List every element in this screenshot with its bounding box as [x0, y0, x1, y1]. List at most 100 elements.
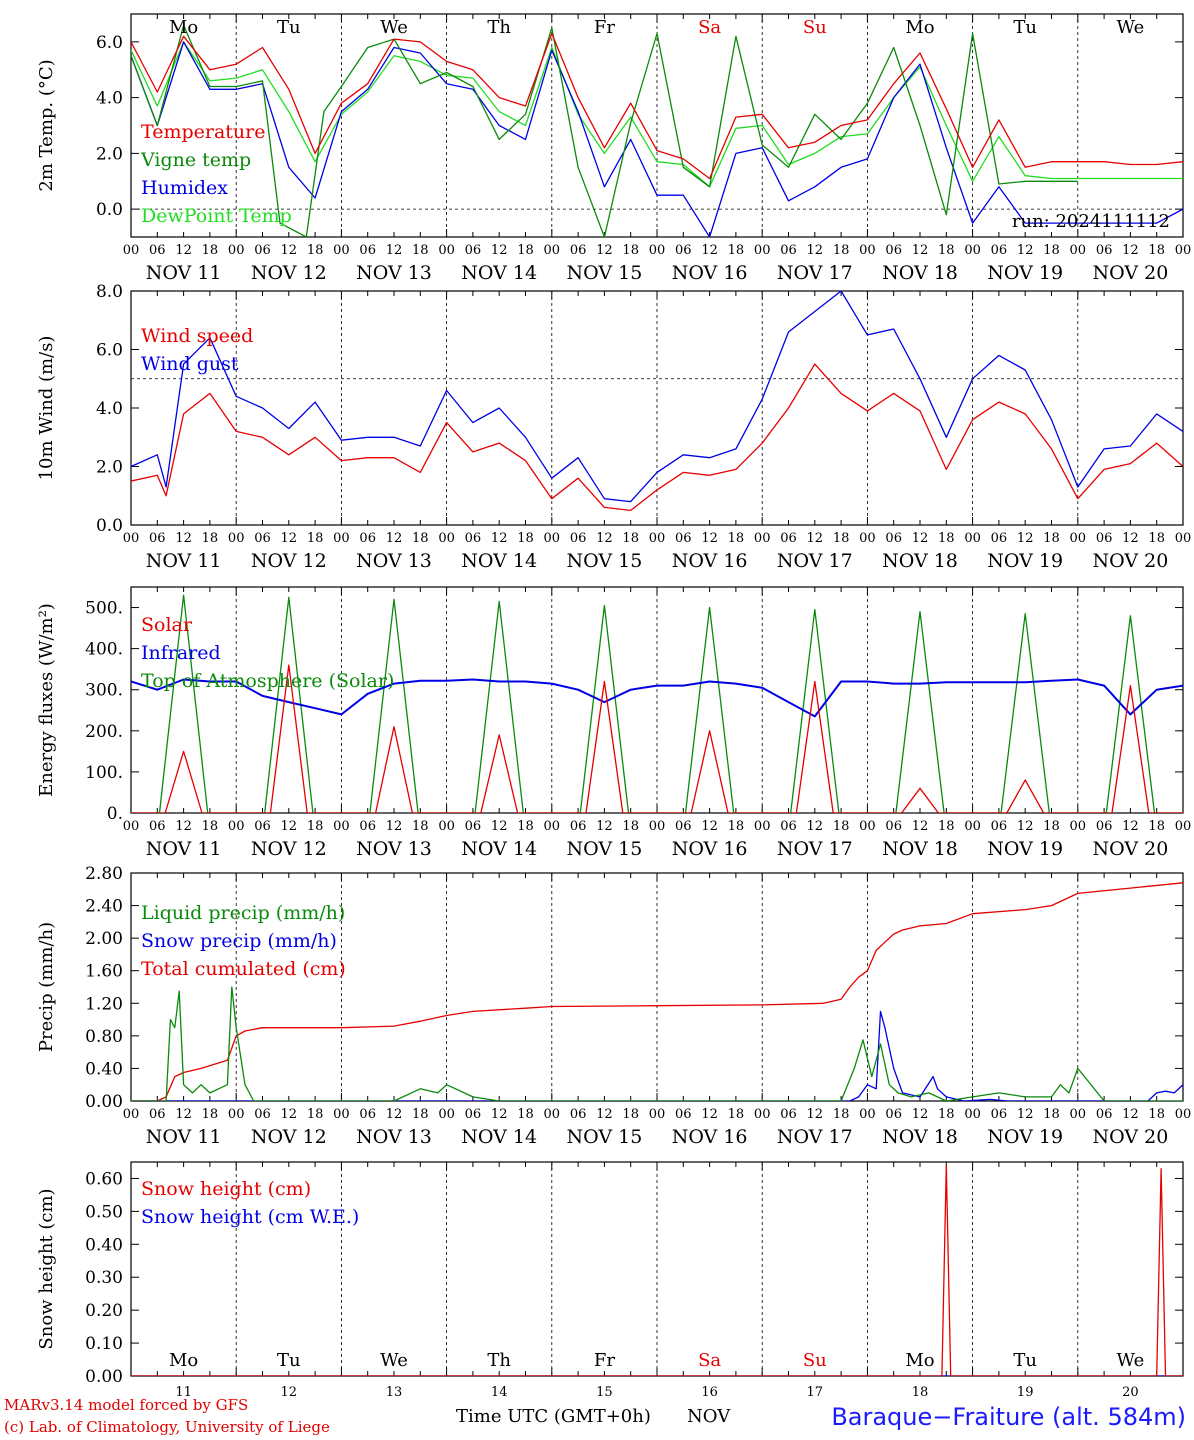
date-label: NOV 20 [1092, 1126, 1168, 1148]
x-tick-label: 18 [622, 243, 639, 258]
x-tick-label: 18 [202, 531, 219, 546]
x-tick-label: 12 [175, 819, 192, 834]
day-number: 13 [386, 1385, 403, 1400]
x-tick-label: 00 [859, 243, 876, 258]
x-tick-label: 18 [517, 531, 534, 546]
x-tick-label: 18 [1043, 1107, 1060, 1122]
x-tick-label: 06 [885, 243, 902, 258]
x-tick-label: 18 [412, 1107, 429, 1122]
x-tick-label: 12 [491, 243, 508, 258]
x-tick-label: 12 [491, 819, 508, 834]
x-tick-label: 00 [228, 243, 245, 258]
x-tick-label: 00 [333, 1107, 350, 1122]
x-tick-label: 06 [465, 819, 482, 834]
y-axis-label: 2m Temp. (°C) [36, 59, 57, 191]
x-tick-label: 00 [1070, 243, 1087, 258]
xaxis-label: Time UTC (GMT+0h) [456, 1406, 651, 1427]
x-tick-label: 18 [622, 819, 639, 834]
x-tick-label: 00 [228, 819, 245, 834]
series-group [131, 594, 1183, 813]
chart-panel-4: 0.00 0.40 0.80 1.20 1.60 2.00 2.40 2.80 Precip (… [36, 864, 1191, 1148]
x-tick-label: 18 [833, 531, 850, 546]
x-tick-label: 06 [885, 1107, 902, 1122]
x-tick-label: 12 [281, 819, 298, 834]
x-tick-label: 18 [728, 531, 745, 546]
day-label-bottom: Tu [277, 1350, 301, 1371]
x-tick-label: 00 [964, 243, 981, 258]
legend-entry: Total cumulated (cm) [141, 958, 346, 980]
y-tick-label: 100. [85, 763, 123, 783]
x-tick-label: 18 [202, 243, 219, 258]
x-tick-label: 12 [1017, 819, 1034, 834]
x-tick-label: 00 [1175, 819, 1192, 834]
station-title: Baraque−Fraiture (alt. 584m) [831, 1403, 1186, 1431]
x-tick-label: 18 [728, 1107, 745, 1122]
date-label: NOV 16 [672, 550, 748, 572]
x-tick-label: 06 [780, 531, 797, 546]
x-tick-label: 06 [570, 243, 587, 258]
x-tick-label: 06 [359, 1107, 376, 1122]
x-tick-label: 00 [544, 243, 561, 258]
day-label-bottom: Tu [1013, 1350, 1037, 1371]
x-tick-label: 12 [281, 1107, 298, 1122]
day-label-bottom: We [380, 1350, 408, 1371]
date-label: NOV 11 [146, 262, 222, 284]
x-tick-label: 12 [912, 531, 929, 546]
date-label: NOV 13 [356, 1126, 432, 1148]
x-tick-label: 06 [149, 819, 166, 834]
x-tick-label: 12 [912, 1107, 929, 1122]
x-tick-label: 12 [1122, 531, 1139, 546]
x-tick-label: 06 [780, 1107, 797, 1122]
legend-entry: Solar [141, 614, 193, 636]
date-label: NOV 19 [987, 1126, 1063, 1148]
x-tick-label: 18 [622, 531, 639, 546]
x-tick-label: 00 [754, 243, 771, 258]
x-tick-label: 18 [517, 243, 534, 258]
series-line-snow-precip-mm-h [131, 1010, 1183, 1101]
x-tick-label: 00 [438, 531, 455, 546]
x-tick-label: 00 [1070, 819, 1087, 834]
day-label-top: Mo [905, 17, 934, 38]
series-line-solar [131, 664, 1183, 813]
y-tick-label: 2.0 [96, 458, 123, 478]
x-tick-label: 06 [675, 1107, 692, 1122]
chart-panel-2: 0.0 2.0 4.0 6.0 8.0 10m Wind (m/s) Wind speed W… [36, 282, 1191, 572]
y-tick-label: 200. [85, 722, 123, 742]
date-label: NOV 11 [146, 1126, 222, 1148]
x-tick-label: 00 [754, 1107, 771, 1122]
x-tick-label: 00 [123, 531, 140, 546]
x-tick-label: 00 [859, 1107, 876, 1122]
legend-entry: Liquid precip (mm/h) [141, 902, 345, 924]
y-tick-label: 0.10 [85, 1334, 123, 1354]
date-label: NOV 15 [566, 1126, 642, 1148]
series-line-total-cumulated-cm [131, 882, 1183, 1101]
date-label: NOV 14 [461, 550, 537, 572]
y-tick-label: 0.80 [85, 1027, 123, 1047]
x-tick-label: 06 [675, 819, 692, 834]
date-label: NOV 13 [356, 838, 432, 860]
series-group [131, 291, 1183, 512]
x-tick-label: 00 [649, 243, 666, 258]
day-number: 12 [281, 1385, 298, 1400]
x-tick-label: 18 [1043, 531, 1060, 546]
day-label-bottom: We [1117, 1350, 1145, 1371]
y-tick-label: 2.80 [85, 864, 123, 884]
date-label: NOV 14 [461, 1126, 537, 1148]
series-line-infrared [131, 678, 1183, 718]
x-tick-label: 18 [833, 243, 850, 258]
date-label: NOV 12 [251, 262, 327, 284]
x-tick-label: 12 [912, 243, 929, 258]
x-tick-label: 06 [780, 243, 797, 258]
series-line-snow-height-cm [131, 1164, 1183, 1376]
x-tick-label: 12 [701, 819, 718, 834]
plot-frame [130, 13, 1184, 238]
x-tick-label: 06 [465, 243, 482, 258]
chart-panel-5: 0.00 0.10 0.20 0.30 0.40 0.50 0.60 Snow height … [36, 1161, 1184, 1387]
legend-entry: Snow height (cm) [141, 1178, 311, 1200]
day-label-bottom: Su [803, 1350, 827, 1371]
x-tick-label: 06 [1096, 819, 1113, 834]
x-tick-label: 12 [912, 819, 929, 834]
y-tick-label: 0.20 [85, 1301, 123, 1321]
y-tick-label: 6.0 [96, 33, 123, 53]
x-tick-label: 12 [807, 243, 824, 258]
